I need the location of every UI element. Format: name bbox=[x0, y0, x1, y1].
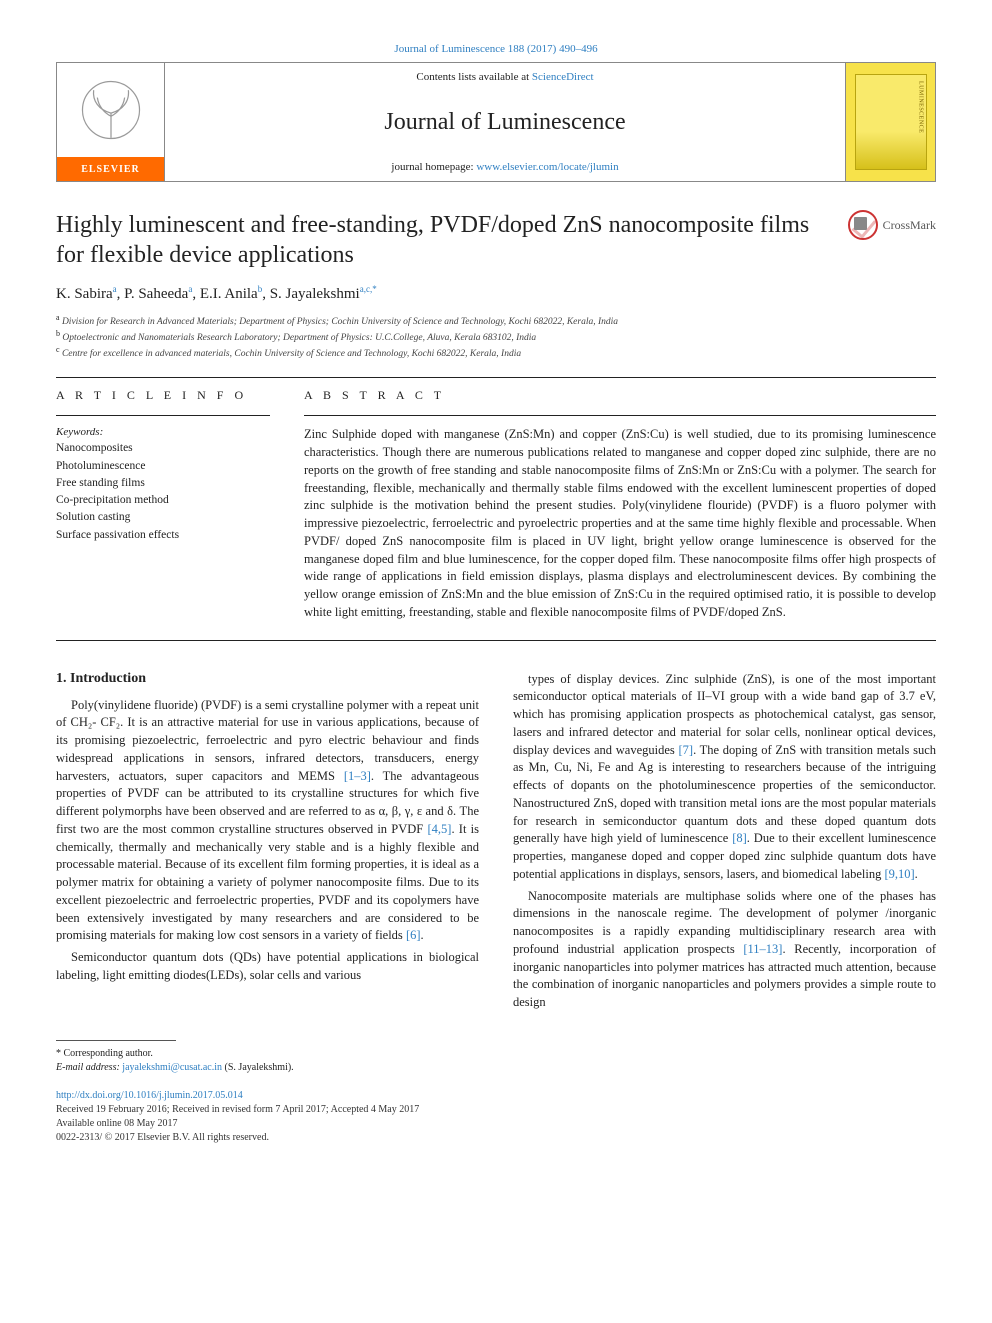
body-paragraph: Poly(vinylidene fluoride) (PVDF) is a se… bbox=[56, 697, 479, 946]
citation-ref[interactable]: [1–3] bbox=[344, 769, 371, 783]
banner-center: Contents lists available at ScienceDirec… bbox=[165, 63, 845, 181]
keyword: Nanocomposites bbox=[56, 440, 270, 457]
keyword: Free standing films bbox=[56, 475, 270, 492]
corr-email[interactable]: jayalekshmi@cusat.ac.in bbox=[122, 1062, 222, 1073]
citation-ref[interactable]: [6] bbox=[406, 928, 421, 942]
doi-link[interactable]: http://dx.doi.org/10.1016/j.jlumin.2017.… bbox=[56, 1090, 243, 1101]
corr-label: * Corresponding author. bbox=[56, 1047, 936, 1061]
body-paragraph: types of display devices. Zinc sulphide … bbox=[513, 671, 936, 884]
homepage-line: journal homepage: www.elsevier.com/locat… bbox=[391, 161, 618, 173]
article-title: Highly luminescent and free-standing, PV… bbox=[56, 210, 828, 270]
journal-name: Journal of Luminescence bbox=[384, 109, 625, 136]
body-paragraph: Nanocomposite materials are multiphase s… bbox=[513, 888, 936, 1012]
keyword: Solution casting bbox=[56, 509, 270, 526]
elsevier-tree-icon bbox=[57, 63, 164, 157]
author-list: K. Sabiraa, P. Saheedaa, E.I. Anilab, S.… bbox=[56, 284, 936, 303]
body-columns: 1. Introduction Poly(vinylidene fluoride… bbox=[56, 671, 936, 1016]
received-line: Received 19 February 2016; Received in r… bbox=[56, 1103, 936, 1117]
affiliation: a Division for Research in Advanced Mate… bbox=[56, 313, 936, 327]
email-label: E-mail address: bbox=[56, 1062, 122, 1073]
article-info-heading: A R T I C L E I N F O bbox=[56, 388, 270, 403]
issn-line: 0022-2313/ © 2017 Elsevier B.V. All righ… bbox=[56, 1131, 936, 1145]
keyword: Surface passivation effects bbox=[56, 527, 270, 544]
crossmark-label: CrossMark bbox=[883, 218, 936, 233]
citation-ref[interactable]: [4,5] bbox=[427, 822, 451, 836]
homepage-prefix: journal homepage: bbox=[391, 161, 476, 173]
corresponding-author-note: * Corresponding author. E-mail address: … bbox=[56, 1047, 936, 1075]
journal-citation: Journal of Luminescence 188 (2017) 490–4… bbox=[56, 40, 936, 56]
abstract-heading: A B S T R A C T bbox=[304, 388, 936, 403]
rule-info bbox=[56, 415, 270, 416]
citation-ref[interactable]: [9,10] bbox=[884, 867, 914, 881]
article-meta: http://dx.doi.org/10.1016/j.jlumin.2017.… bbox=[56, 1089, 936, 1145]
elsevier-logo: ELSEVIER bbox=[57, 157, 164, 181]
crossmark-icon bbox=[848, 210, 878, 240]
sciencedirect-link[interactable]: ScienceDirect bbox=[532, 71, 594, 83]
journal-banner: ELSEVIER Contents lists available at Sci… bbox=[56, 62, 936, 182]
citation-ref[interactable]: [7] bbox=[678, 743, 693, 757]
citation-ref[interactable]: [11–13] bbox=[743, 942, 782, 956]
contents-prefix: Contents lists available at bbox=[416, 71, 531, 83]
available-line: Available online 08 May 2017 bbox=[56, 1117, 936, 1131]
rule-top bbox=[56, 377, 936, 378]
citation-link[interactable]: Journal of Luminescence 188 (2017) 490–4… bbox=[394, 43, 597, 55]
email-suffix: (S. Jayalekshmi). bbox=[222, 1062, 294, 1073]
keywords-label: Keywords: bbox=[56, 426, 270, 438]
footnote-rule bbox=[56, 1040, 176, 1041]
rule-bottom bbox=[56, 640, 936, 641]
body-paragraph: Semiconductor quantum dots (QDs) have po… bbox=[56, 949, 479, 985]
body-col-left: 1. Introduction Poly(vinylidene fluoride… bbox=[56, 671, 479, 1016]
homepage-link[interactable]: www.elsevier.com/locate/jlumin bbox=[476, 161, 618, 173]
cover-cell bbox=[845, 63, 935, 181]
body-col-right: types of display devices. Zinc sulphide … bbox=[513, 671, 936, 1016]
keyword: Co-precipitation method bbox=[56, 492, 270, 509]
intro-heading: 1. Introduction bbox=[56, 671, 479, 687]
crossmark-badge[interactable]: CrossMark bbox=[848, 210, 936, 240]
contents-line: Contents lists available at ScienceDirec… bbox=[416, 71, 593, 83]
affiliation: b Optoelectronic and Nanomaterials Resea… bbox=[56, 329, 936, 343]
rule-abs bbox=[304, 415, 936, 416]
publisher-cell: ELSEVIER bbox=[57, 63, 165, 181]
citation-ref[interactable]: [8] bbox=[732, 831, 747, 845]
keyword: Photoluminescence bbox=[56, 458, 270, 475]
abstract-text: Zinc Sulphide doped with manganese (ZnS:… bbox=[304, 426, 936, 621]
affiliation: c Centre for excellence in advanced mate… bbox=[56, 345, 936, 359]
article-info-block: A R T I C L E I N F O Keywords: Nanocomp… bbox=[56, 388, 270, 621]
journal-cover-thumb bbox=[855, 74, 927, 170]
abstract-block: A B S T R A C T Zinc Sulphide doped with… bbox=[304, 388, 936, 621]
